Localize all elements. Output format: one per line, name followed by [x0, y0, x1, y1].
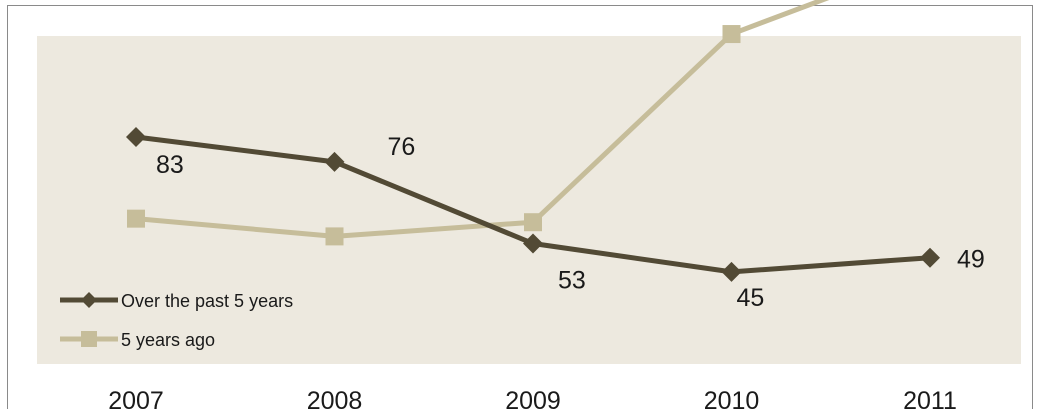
- point-over-the-past-5-years-2010[interactable]: [721, 261, 742, 282]
- legend-marker-square: [81, 331, 97, 347]
- data-label-over-the-past-5-years-2008: 76: [388, 133, 416, 161]
- x-axis-ticks: 2007 2008 2009 2010 2011: [108, 387, 957, 415]
- legend-item-5-years-ago[interactable]: 5 years ago: [60, 330, 215, 350]
- data-label-over-the-past-5-years-2010: 45: [737, 284, 765, 312]
- legend-marker-diamond: [81, 292, 97, 308]
- point-5-years-ago-2007[interactable]: [127, 209, 145, 228]
- chart-frame: [7, 5, 1033, 409]
- x-tick-label-2008: 2008: [307, 387, 363, 415]
- data-label-over-the-past-5-years-2011: 49: [957, 246, 985, 274]
- point-over-the-past-5-years-2007[interactable]: [126, 127, 146, 147]
- x-tick-label-2009: 2009: [505, 387, 561, 415]
- x-tick-label-2011: 2011: [903, 387, 957, 415]
- legend-label-over-the-past-5-years: Over the past 5 years: [121, 291, 293, 311]
- point-over-the-past-5-years-2011[interactable]: [920, 247, 940, 268]
- point-over-the-past-5-years-2008[interactable]: [324, 151, 345, 172]
- point-5-years-ago-2009[interactable]: [524, 213, 542, 232]
- x-tick-label-2007: 2007: [108, 387, 164, 415]
- plot-area: [37, 36, 1021, 364]
- point-over-the-past-5-years-2009[interactable]: [523, 233, 543, 254]
- series-layer: [126, 0, 940, 282]
- legend-label-5-years-ago: 5 years ago: [121, 330, 215, 350]
- x-tick-label-2010: 2010: [704, 387, 760, 415]
- legend-item-over-the-past-5-years[interactable]: Over the past 5 years: [60, 291, 293, 311]
- data-label-over-the-past-5-years-2009: 53: [558, 267, 586, 295]
- point-5-years-ago-2008[interactable]: [325, 227, 344, 246]
- data-label-over-the-past-5-years-2007: 83: [156, 151, 184, 179]
- data-labels: 83 76 53 45 49: [156, 133, 985, 312]
- legend: Over the past 5 years 5 years ago: [60, 291, 293, 350]
- point-5-years-ago-2010[interactable]: [722, 25, 741, 44]
